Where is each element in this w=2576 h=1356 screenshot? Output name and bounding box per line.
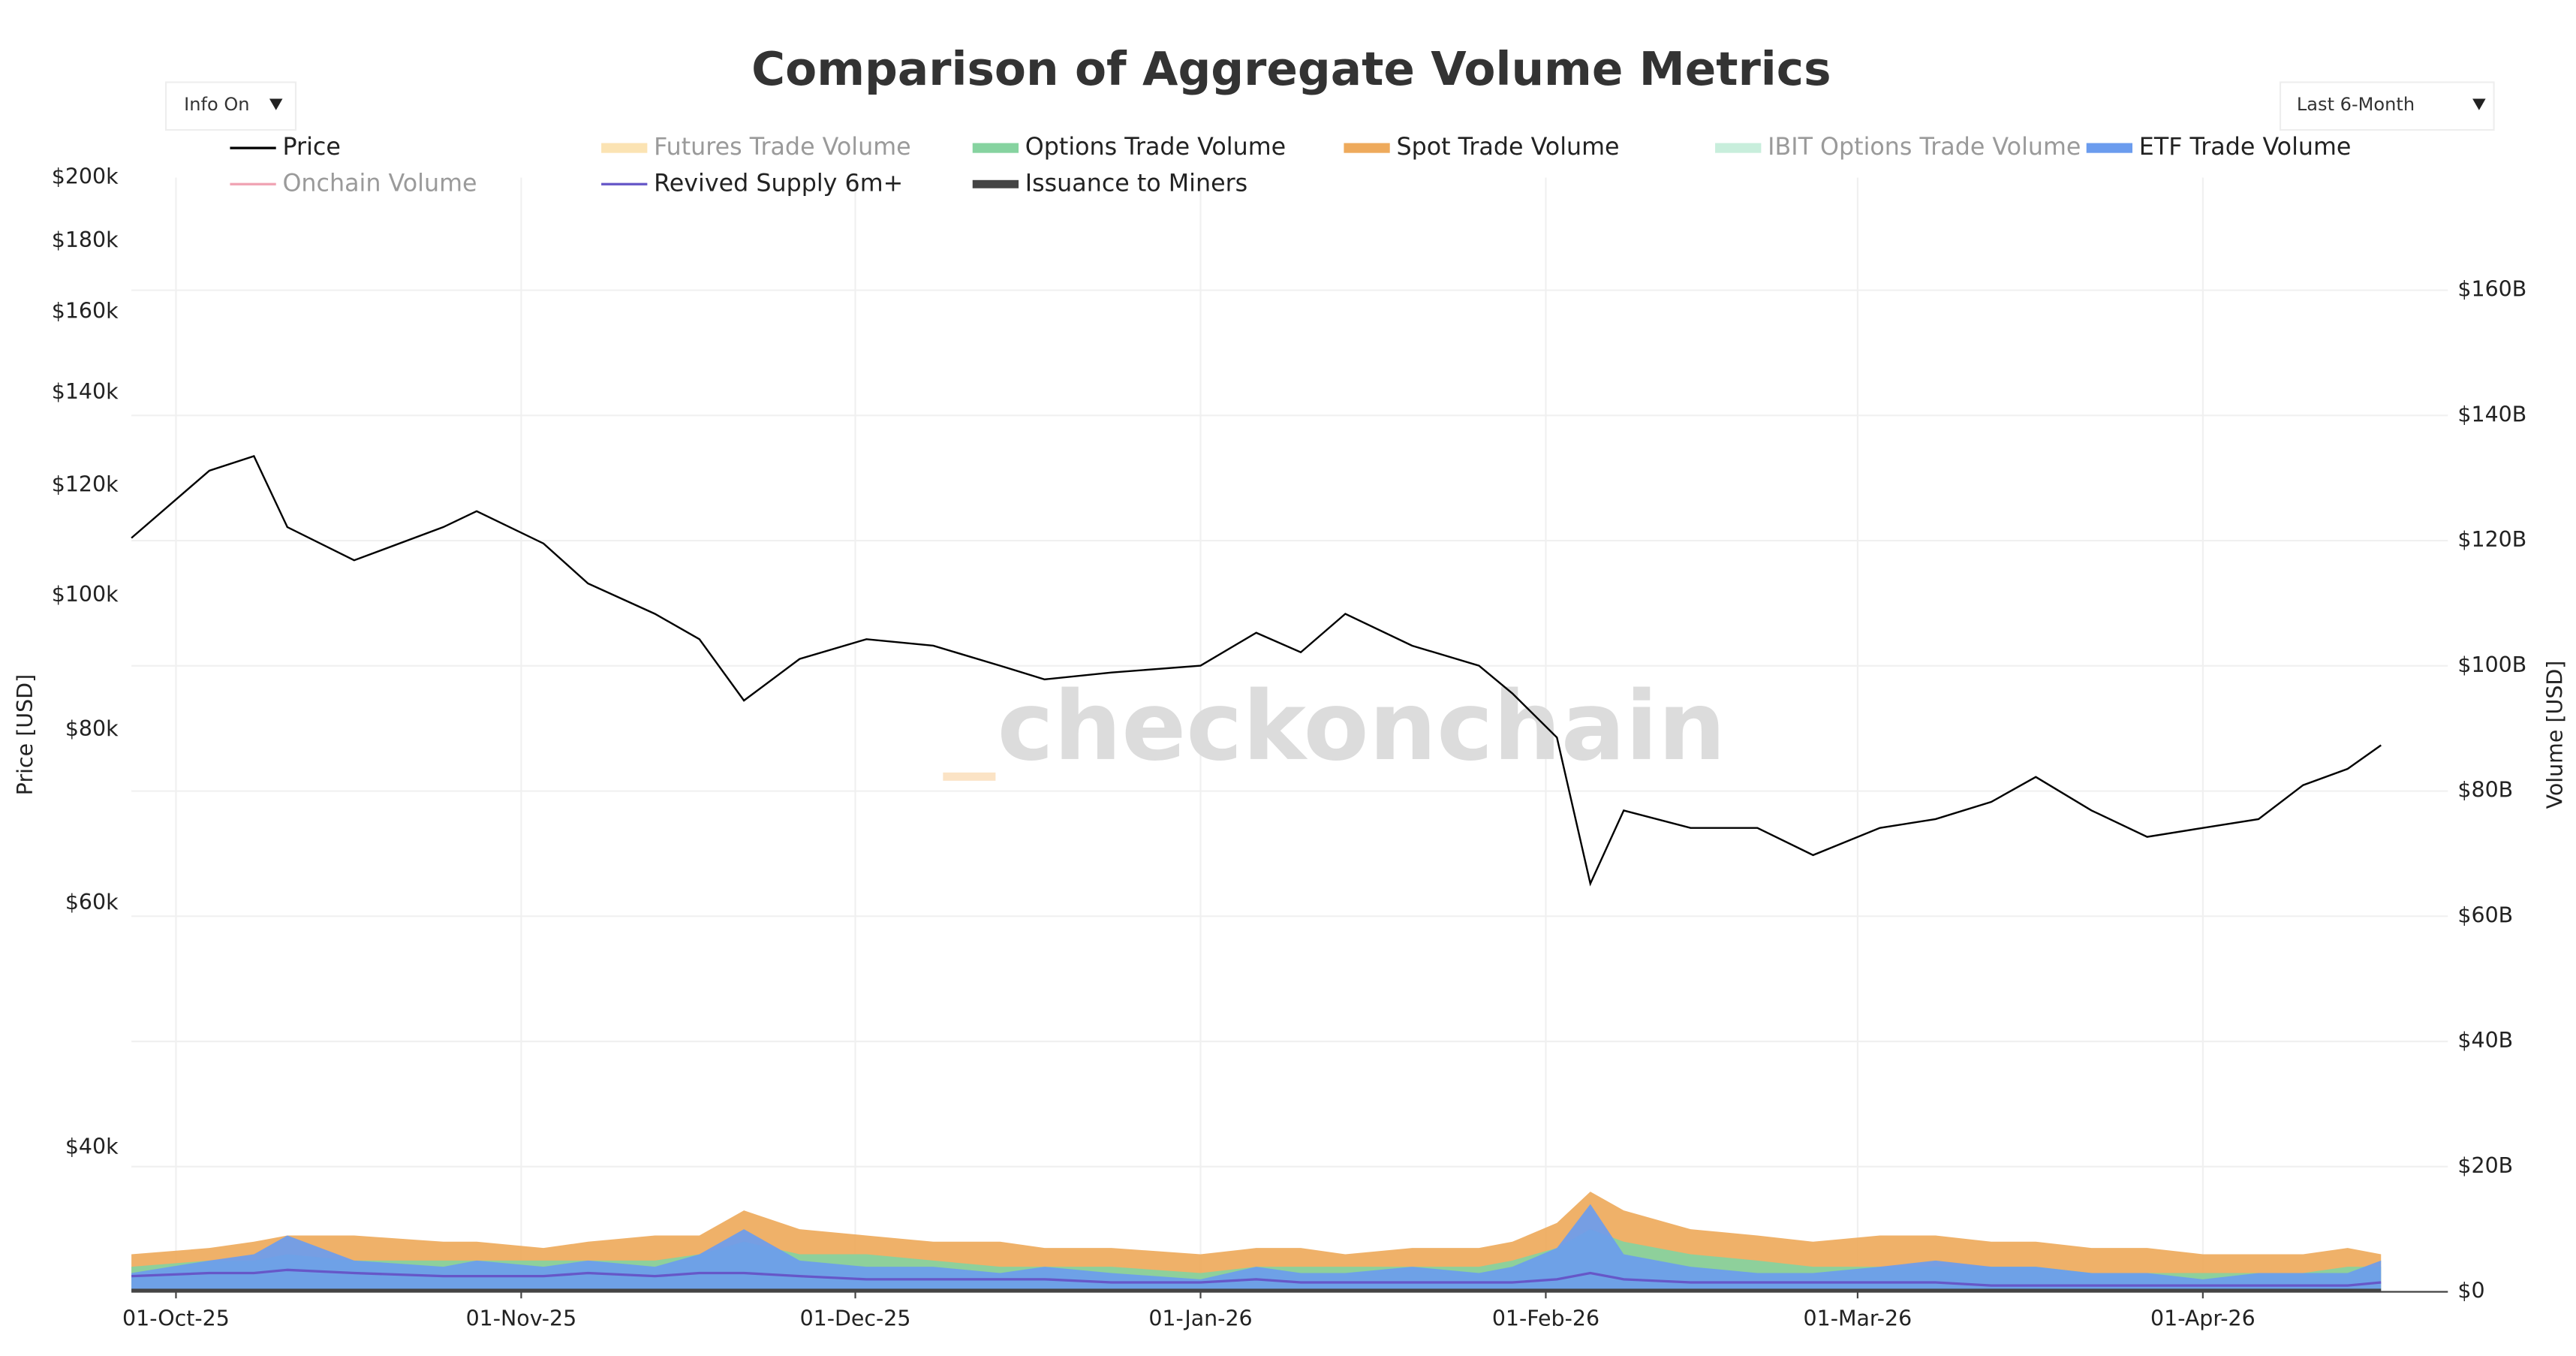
y-tick-label: $120k xyxy=(52,472,119,497)
y-tick-label: $80k xyxy=(65,716,119,741)
legend-swatch[interactable] xyxy=(2086,143,2133,153)
legend: Price Futures Trade Volume Options Trade V… xyxy=(230,134,2351,197)
grid xyxy=(131,177,2448,1293)
y-tick-label: $200k xyxy=(52,164,119,189)
watermark: checkonchain xyxy=(998,670,1726,782)
y-tick-label: $140k xyxy=(52,379,119,404)
y2-axis-title: Volume [USD] xyxy=(2543,661,2568,809)
line xyxy=(131,455,2382,887)
dropdown-arrow[interactable] xyxy=(2472,98,2486,110)
x-tick-label: 01-Apr-26 xyxy=(2150,1306,2256,1331)
y2-tick-label: $120B xyxy=(2457,527,2526,552)
y2-tick-label: $20B xyxy=(2457,1153,2513,1178)
legend-swatch[interactable] xyxy=(1344,143,1390,153)
legend-swatch[interactable] xyxy=(972,143,1019,153)
y2-tick-label: $100B xyxy=(2457,652,2526,677)
lines xyxy=(131,455,2382,1291)
dropdown-arrow[interactable] xyxy=(269,98,283,110)
dropdown-label[interactable]: Info On xyxy=(184,94,249,115)
x-tick-label: 01-Feb-26 xyxy=(1492,1306,1599,1331)
legend-label[interactable]: Revived Supply 6m+ xyxy=(654,170,903,197)
y-tick-label: $40k xyxy=(65,1135,119,1159)
y-tick-label: $160k xyxy=(52,299,119,324)
y2-tick-label: $60B xyxy=(2457,902,2513,927)
y-tick-label: $100k xyxy=(52,582,119,607)
info-dropdown[interactable]: Info On xyxy=(164,81,297,131)
dropdown-box[interactable] xyxy=(2279,81,2495,131)
chart-title: Comparison of Aggregate Volume Metrics xyxy=(751,43,1831,96)
legend-label[interactable]: Onchain Volume xyxy=(282,170,477,197)
x-tick-label: 01-Nov-25 xyxy=(466,1306,577,1331)
watermark-mark xyxy=(943,772,996,781)
legend-label[interactable]: IBIT Options Trade Volume xyxy=(1768,134,2081,161)
legend-label[interactable]: ETF Trade Volume xyxy=(2139,134,2352,161)
y2-tick-label: $40B xyxy=(2457,1028,2513,1053)
legend-swatch[interactable] xyxy=(972,179,1019,188)
y-axis-title: Price [USD] xyxy=(13,674,38,795)
x-tick-label: 01-Jan-26 xyxy=(1148,1306,1252,1331)
x-tick-label: 01-Mar-26 xyxy=(1804,1306,1912,1331)
line xyxy=(131,1268,2382,1287)
legend-label[interactable]: Price xyxy=(282,134,340,161)
legend-label[interactable]: Issuance to Miners xyxy=(1025,170,1247,197)
x-tick-label: 01-Dec-25 xyxy=(800,1306,911,1331)
legend-label[interactable]: Futures Trade Volume xyxy=(654,134,911,161)
legend-swatch[interactable] xyxy=(230,182,276,185)
y2-tick-label: $0 xyxy=(2457,1279,2484,1303)
area xyxy=(131,1204,2382,1292)
axes: 01-Oct-25 01-Nov-25 01-Dec-25 01-Jan-26 01-F… xyxy=(52,164,2527,1331)
legend-swatch[interactable] xyxy=(601,182,648,185)
y-tick-label: $60k xyxy=(65,890,119,915)
areas xyxy=(131,1192,2382,1292)
y2-tick-label: $140B xyxy=(2457,402,2526,426)
y-tick-label: $180k xyxy=(52,228,119,252)
y2-tick-label: $80B xyxy=(2457,778,2513,803)
range-dropdown[interactable]: Last 6-Month xyxy=(2279,81,2495,131)
legend-swatch[interactable] xyxy=(1715,143,1762,153)
legend-swatch[interactable] xyxy=(601,143,648,153)
legend-swatch[interactable] xyxy=(230,146,276,149)
legend-label[interactable]: Spot Trade Volume xyxy=(1396,134,1619,161)
legend-label[interactable]: Options Trade Volume xyxy=(1025,134,1286,161)
x-tick-label: 01-Oct-25 xyxy=(122,1306,230,1331)
y2-tick-label: $160B xyxy=(2457,277,2526,302)
dropdown-label[interactable]: Last 6-Month xyxy=(2297,94,2415,115)
